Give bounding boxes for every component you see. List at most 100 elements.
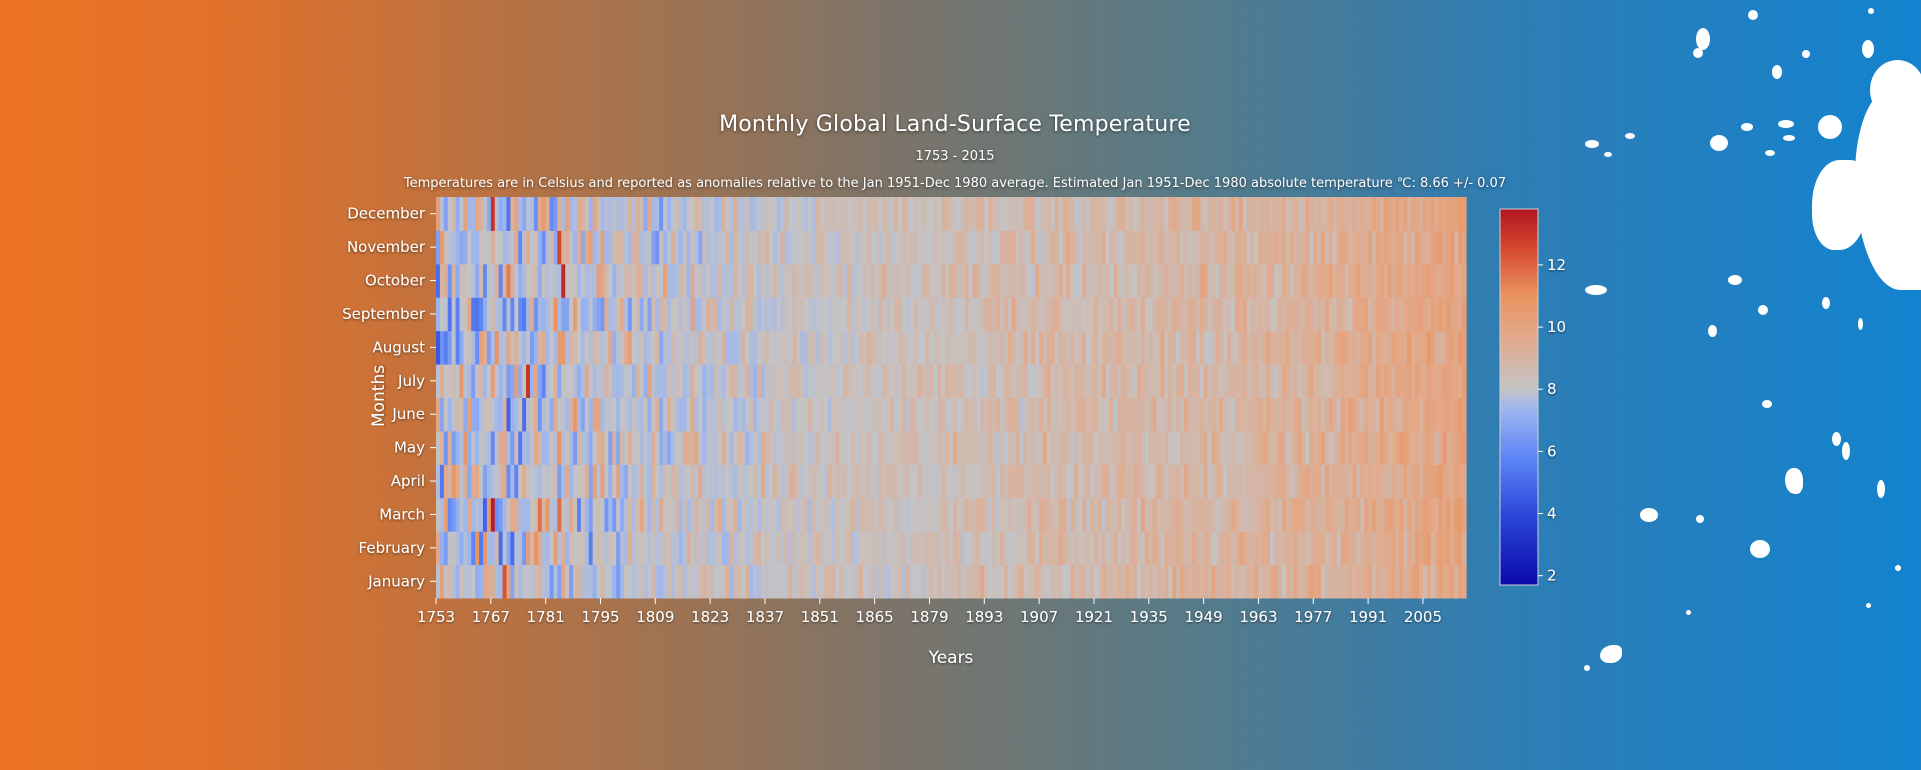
heatmap-cell — [1246, 263, 1252, 298]
heatmap-cell — [819, 230, 825, 265]
heatmap-cell — [1348, 430, 1354, 465]
heatmap-cell — [768, 564, 774, 599]
heatmap-cell — [1375, 197, 1381, 231]
heatmap-cell — [706, 531, 711, 566]
heatmap-cell — [612, 330, 617, 365]
heatmap-cell — [917, 531, 923, 566]
heatmap-cell — [1117, 330, 1122, 365]
heatmap-cell — [761, 430, 766, 465]
heatmap-cell — [592, 497, 598, 532]
heatmap-cell — [757, 297, 762, 332]
heatmap-cell — [710, 330, 715, 365]
chart-description: Temperatures are in Celsius and reported… — [403, 176, 1507, 191]
heatmap-cell — [1168, 230, 1173, 265]
heatmap-cell — [835, 531, 840, 566]
heatmap-cell — [866, 564, 872, 599]
heatmap-cell — [1442, 430, 1448, 465]
heatmap-cell — [1152, 364, 1158, 398]
heatmap-cell — [494, 564, 500, 599]
heatmap-cell — [1207, 564, 1213, 599]
heatmap-cell — [1395, 364, 1401, 398]
heatmap-cell — [1285, 564, 1291, 599]
heatmap-cell — [952, 364, 958, 398]
heatmap-cell — [1043, 397, 1048, 432]
heatmap-cell — [984, 263, 989, 298]
heatmap-cell — [1156, 330, 1162, 365]
heatmap-cell — [1313, 263, 1318, 298]
heatmap-cell — [1007, 297, 1013, 332]
heatmap-cell — [592, 564, 598, 599]
heatmap-cell — [784, 330, 790, 365]
heatmap-cell — [1340, 430, 1346, 465]
heatmap-cell — [823, 430, 829, 465]
heatmap-cell — [1344, 297, 1350, 332]
heatmap-cell — [980, 564, 985, 599]
chart-subtitle: 1753 - 2015 — [915, 149, 995, 164]
heatmap-cell — [584, 330, 590, 365]
heatmap-cell — [858, 297, 864, 332]
heatmap-cell — [1446, 197, 1451, 231]
heatmap-cell — [647, 464, 652, 499]
heatmap-cell — [1144, 263, 1150, 298]
heatmap-cell — [627, 430, 633, 465]
heatmap-cell — [811, 531, 817, 566]
heatmap-cell — [1415, 230, 1420, 265]
heatmap-cell — [1348, 531, 1354, 566]
heatmap-cell — [1058, 531, 1064, 566]
heatmap-cell — [1352, 497, 1357, 532]
heatmap-cell — [1156, 297, 1162, 332]
heatmap-cell — [467, 531, 472, 566]
heatmap-cell — [1184, 230, 1189, 265]
heatmap-cell — [1372, 230, 1377, 265]
heatmap-cell — [968, 364, 974, 398]
heatmap-cell — [999, 464, 1005, 499]
heatmap-cell — [436, 464, 441, 499]
heatmap-cell — [686, 197, 692, 231]
heatmap-cell — [1462, 430, 1467, 465]
heatmap-cell — [874, 230, 880, 265]
heatmap-cell — [827, 297, 833, 332]
heatmap-cell — [498, 430, 504, 465]
heatmap-cell — [827, 364, 833, 398]
heatmap-cell — [749, 430, 754, 465]
heatmap-cell — [1129, 430, 1134, 465]
heatmap-cell — [1176, 564, 1181, 599]
heatmap-cell — [855, 564, 860, 599]
heatmap-cell — [490, 330, 496, 365]
heatmap-cell — [1250, 263, 1256, 298]
heatmap-cell — [1258, 297, 1263, 332]
heatmap-cell — [620, 430, 625, 465]
heatmap-cell — [1093, 464, 1099, 499]
heatmap-cell — [780, 297, 786, 332]
heatmap-cell — [1305, 464, 1310, 499]
heatmap-cell — [1211, 297, 1216, 332]
heatmap-cell — [984, 497, 989, 532]
heatmap-cell — [667, 197, 672, 231]
heatmap-cell — [1328, 230, 1334, 265]
heatmap-cell — [1454, 230, 1459, 265]
heatmap-cell — [988, 464, 993, 499]
heatmap-cell — [921, 497, 927, 532]
heatmap-cell — [702, 397, 707, 432]
color-legend-tick-label: 10 — [1547, 318, 1566, 336]
heatmap-cell — [1430, 531, 1436, 566]
heatmap-cell — [1317, 230, 1322, 265]
heatmap-cell — [1348, 364, 1354, 398]
heatmap-cell — [1054, 430, 1060, 465]
heatmap-cell — [479, 197, 484, 231]
heatmap-cell — [1407, 297, 1412, 332]
heatmap-cell — [1383, 364, 1389, 398]
heatmap-cell — [1046, 230, 1052, 265]
heatmap-cell — [1442, 397, 1448, 432]
heatmap-cell — [1101, 263, 1107, 298]
heatmap-cell — [1246, 497, 1252, 532]
heatmap-cell — [1407, 364, 1412, 398]
heatmap-cell — [1023, 197, 1028, 231]
heatmap-cell — [1027, 263, 1032, 298]
heatmap-cell — [1082, 297, 1087, 332]
heatmap-cell — [608, 430, 613, 465]
heatmap-cell — [855, 430, 860, 465]
heatmap-cell — [1039, 230, 1044, 265]
heatmap-cell — [447, 230, 453, 265]
heatmap-cell — [749, 230, 754, 265]
